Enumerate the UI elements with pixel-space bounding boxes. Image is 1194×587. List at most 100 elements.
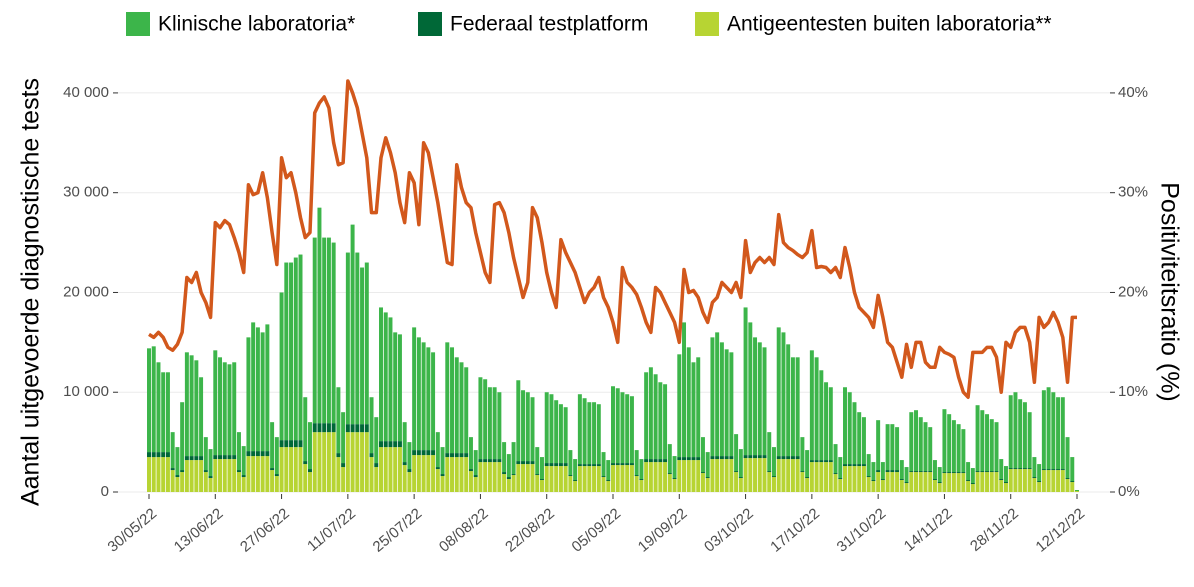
bar-segment: [426, 347, 431, 451]
bar-segment: [568, 476, 573, 492]
bar-segment: [724, 459, 729, 492]
y-tick-label: 20 000: [63, 283, 109, 300]
bar-segment: [502, 442, 507, 473]
bar-segment: [279, 447, 284, 492]
bar-segment: [464, 453, 469, 458]
bar-segment: [464, 457, 469, 492]
bar-segment: [923, 422, 928, 472]
bar-segment: [265, 456, 270, 492]
bar-segment: [284, 440, 289, 448]
bar-segment: [592, 402, 597, 465]
bar-segment: [1041, 469, 1046, 471]
bar-segment: [748, 455, 753, 459]
bar-segment: [596, 464, 601, 467]
bar-segment: [1008, 468, 1013, 470]
bar-segment: [303, 461, 308, 465]
bar-segment: [246, 456, 251, 492]
bar-segment: [558, 463, 563, 467]
bar-segment: [412, 450, 417, 456]
bar-segment: [336, 457, 341, 492]
bar-segment: [705, 452, 710, 478]
bar-segment: [795, 357, 800, 457]
bar-segment: [876, 472, 881, 492]
bar-segment: [615, 465, 620, 492]
bar-segment: [511, 474, 516, 476]
bar-segment: [658, 462, 663, 492]
bar-segment: [530, 461, 535, 465]
x-tick-label: 03/10/22: [701, 505, 757, 556]
bar-segment: [1051, 469, 1056, 471]
bar-segment: [222, 362, 227, 456]
bar-segment: [161, 457, 166, 492]
bar-segment: [203, 472, 208, 492]
bar-segment: [634, 476, 639, 492]
bar-segment: [218, 455, 223, 460]
y2-axis-title: Positiviteitsratio (%): [1155, 182, 1183, 402]
bar-segment: [440, 476, 445, 492]
x-tick-label: 27/06/22: [237, 505, 293, 556]
bar-segment: [516, 461, 521, 465]
bar-segment: [956, 473, 961, 492]
bar-segment: [691, 457, 696, 461]
bar-segment: [1037, 481, 1042, 483]
bar-segment: [833, 474, 838, 492]
bar-segment: [942, 409, 947, 473]
bar-segment: [322, 423, 327, 433]
bar-segment: [1022, 469, 1027, 492]
bar-segment: [516, 464, 521, 492]
bar-segment: [151, 346, 156, 453]
bar-segment: [786, 456, 791, 460]
bar-segment: [677, 460, 682, 492]
bar-segment: [980, 471, 985, 473]
bar-segment: [251, 456, 256, 492]
y-tick-label: 30 000: [63, 184, 109, 201]
bar-segment: [861, 466, 866, 492]
bar-segment: [601, 476, 606, 478]
bar-segment: [213, 455, 218, 460]
bar-segment: [435, 467, 440, 470]
bar-segment: [715, 459, 720, 492]
bar-segment: [1022, 402, 1027, 469]
bar-segment: [601, 452, 606, 477]
bar-segment: [819, 460, 824, 463]
bar-segment: [227, 364, 232, 456]
x-tick-label: 11/07/22: [304, 505, 359, 555]
bar-segment: [1003, 466, 1008, 483]
bar-segment: [620, 465, 625, 492]
bar-segment: [781, 332, 786, 457]
bar-segment: [307, 469, 312, 473]
bar-segment: [1013, 468, 1018, 470]
bar-segment: [975, 472, 980, 492]
bar-segment: [1056, 469, 1061, 471]
bar-segment: [265, 324, 270, 452]
bar-segment: [435, 432, 440, 468]
bar-segment: [180, 472, 185, 492]
bar-segment: [776, 456, 781, 460]
bar-segment: [1046, 469, 1051, 471]
bar-segment: [478, 462, 483, 492]
bar-segment: [577, 466, 582, 492]
bar-segment: [397, 447, 402, 492]
bar-segment: [521, 461, 526, 465]
bar-segment: [639, 479, 644, 481]
bar-segment: [345, 424, 350, 433]
bar-segment: [805, 477, 810, 479]
bar-segment: [341, 412, 346, 464]
bar-segment: [539, 480, 544, 492]
bar-segment: [809, 350, 814, 461]
bar-segment: [454, 357, 459, 454]
bar-segment: [824, 460, 829, 463]
bar-segment: [890, 470, 895, 473]
x-tick-label: 17/10/22: [767, 505, 823, 556]
bar-segment: [682, 460, 687, 492]
bar-segment: [1060, 469, 1065, 471]
bar-segment: [156, 457, 161, 492]
bar-segment: [918, 471, 923, 473]
bar-segment: [483, 462, 488, 492]
bar-segment: [800, 472, 805, 492]
bar-segment: [753, 337, 758, 456]
bar-segment: [468, 469, 473, 472]
bar-segment: [880, 479, 885, 481]
bar-segment: [715, 456, 720, 460]
bar-segment: [729, 456, 734, 460]
